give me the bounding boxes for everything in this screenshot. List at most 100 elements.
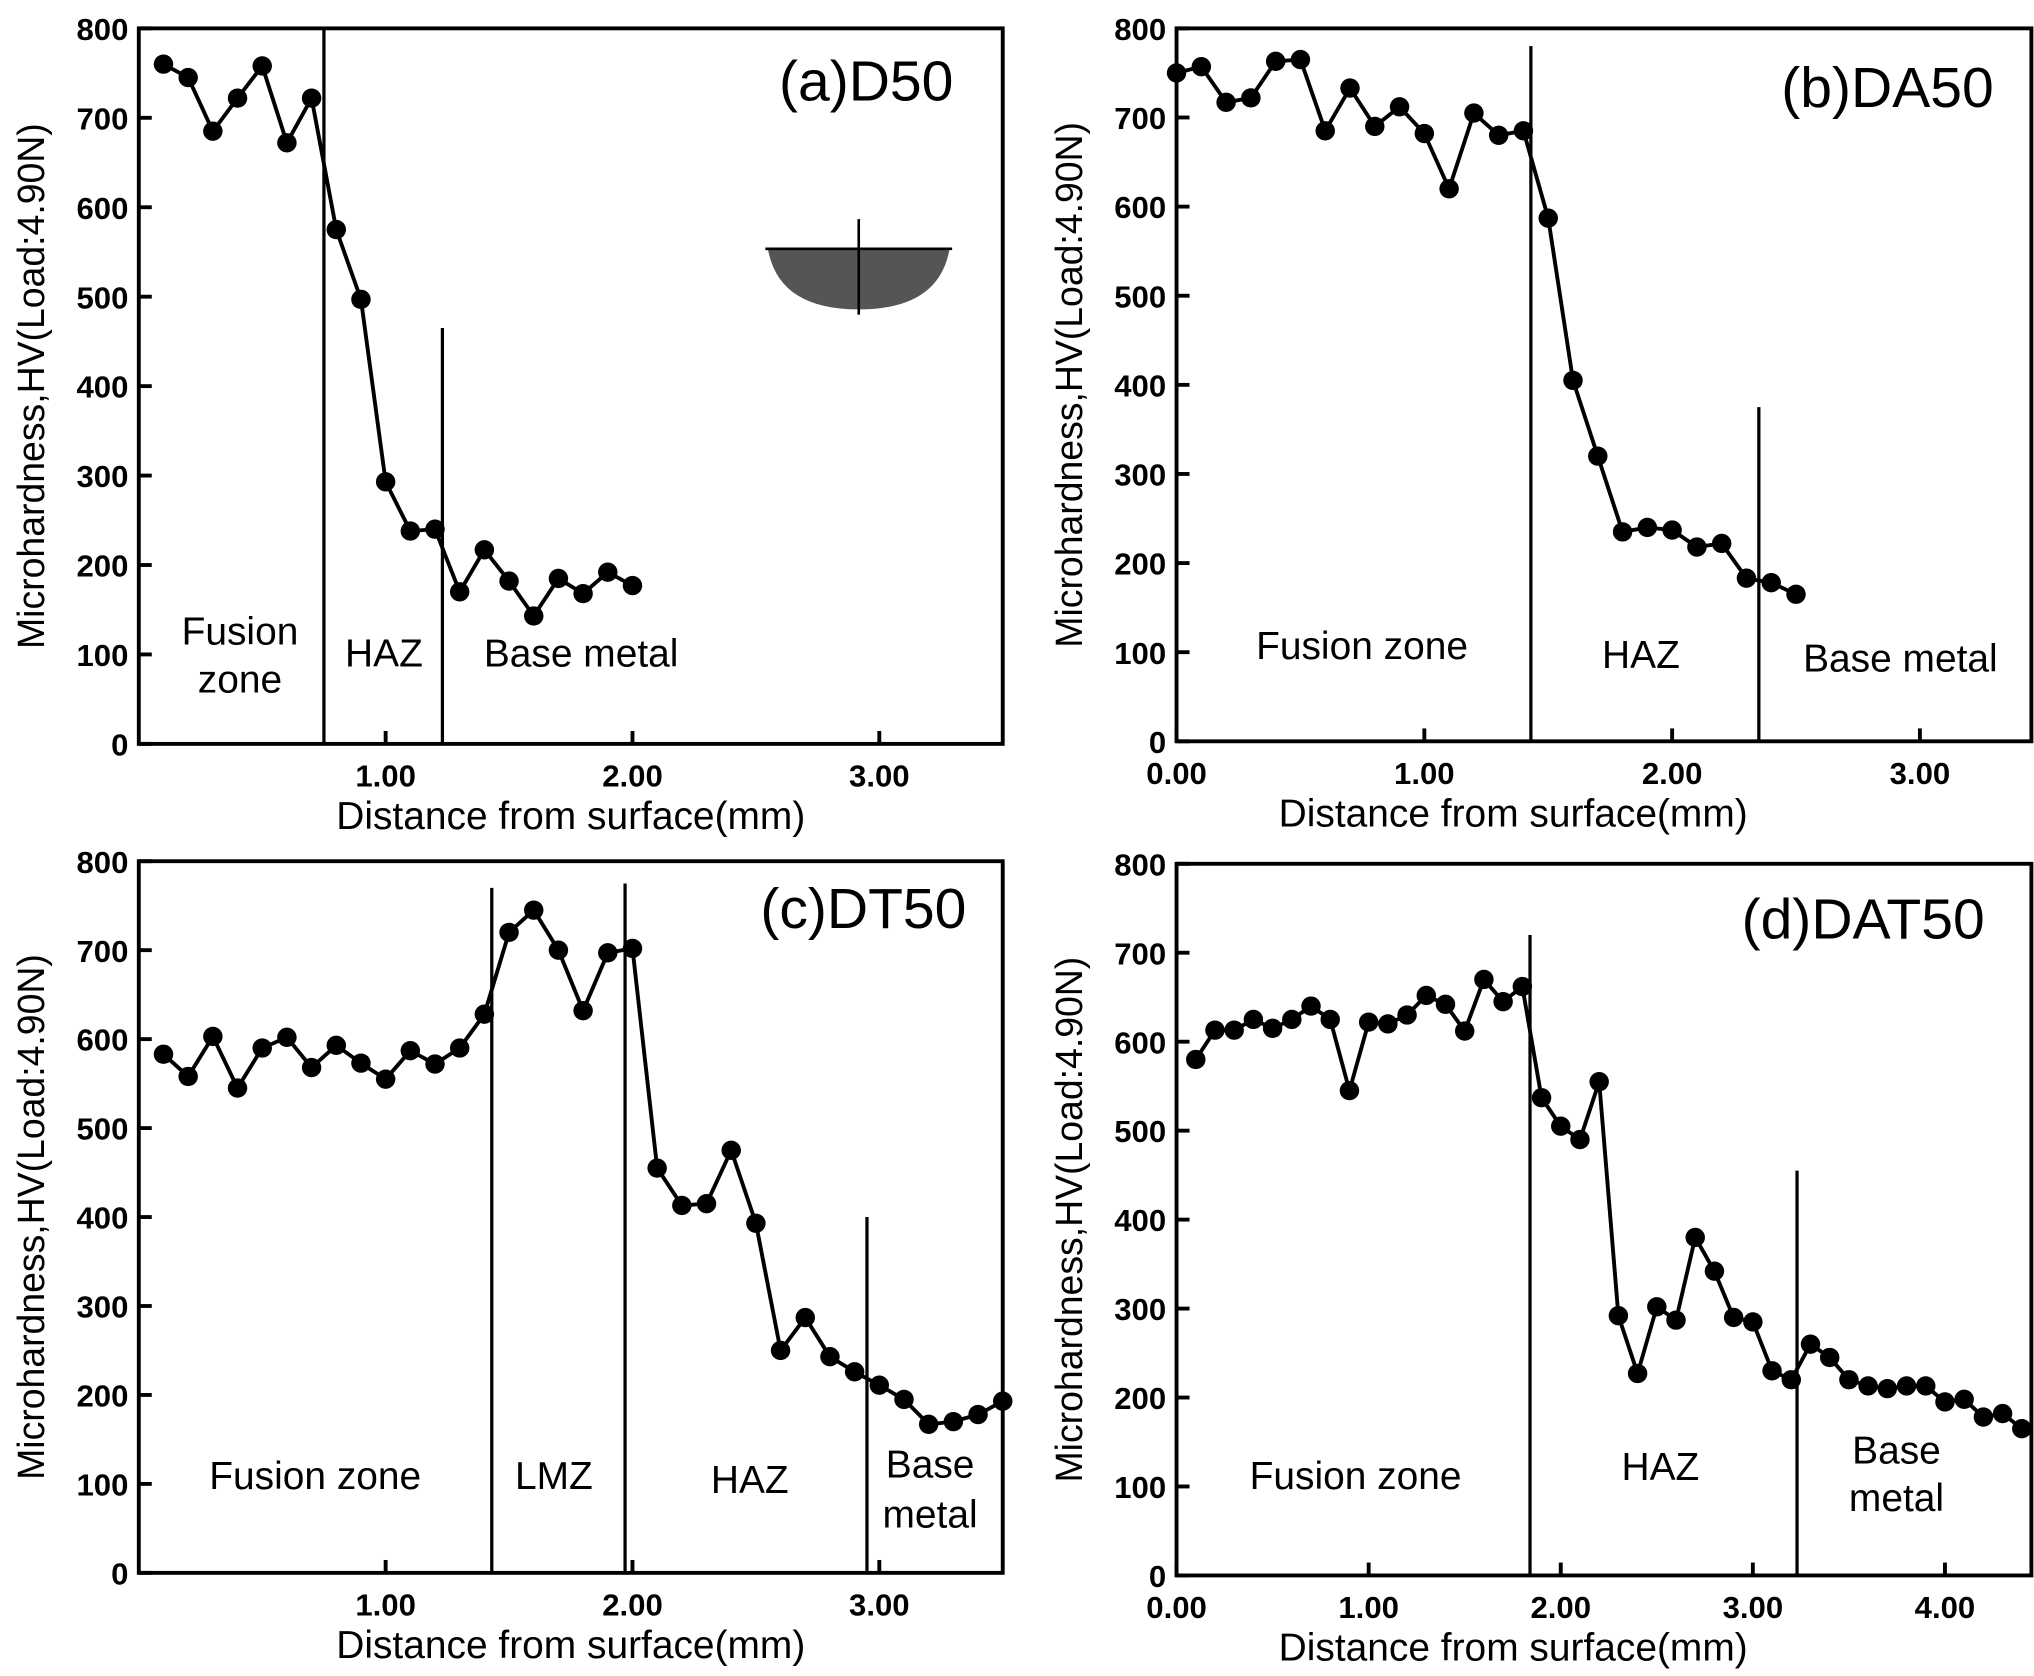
data-point <box>1389 97 1410 117</box>
panel-title: (c)DT50 <box>760 877 966 941</box>
data-point <box>573 1000 593 1021</box>
data-point <box>351 289 371 310</box>
data-point <box>203 121 223 141</box>
data-point <box>1339 1080 1360 1101</box>
data-point <box>1243 1009 1264 1030</box>
y-tick-label: 700 <box>77 101 129 136</box>
y-tick-label: 200 <box>1114 1381 1166 1416</box>
data-point <box>1340 78 1360 98</box>
data-point <box>1954 1389 1974 1409</box>
data-point <box>1454 1021 1475 1041</box>
data-point <box>1513 121 1534 141</box>
y-tick-label: 800 <box>77 12 129 47</box>
y-axis-label: Microhardness,HV(Load:4.90N) <box>1048 957 1090 1483</box>
data-point <box>474 1004 495 1024</box>
panel: 0 100 200 300 400 500 600 700 800 0.00 1.00 2.00 3.0… <box>1048 847 2034 1670</box>
data-point <box>252 1038 272 1058</box>
y-tick-label: 800 <box>1114 847 1166 882</box>
data-point <box>1685 1227 1705 1248</box>
x-tick-label: 3.00 <box>1723 1590 1784 1625</box>
data-point <box>425 1054 445 1074</box>
data-point <box>1711 533 1732 554</box>
x-tick-label: 3.00 <box>849 759 910 794</box>
y-tick-label: 300 <box>1114 458 1166 493</box>
data-point <box>1186 1049 1206 1070</box>
data-point <box>1397 1005 1417 1025</box>
x-tick-label: 1.00 <box>1394 756 1455 791</box>
data-point <box>647 1158 667 1178</box>
panel-title: (d)DAT50 <box>1742 888 1985 952</box>
data-point <box>1743 1312 1763 1332</box>
zone-label: Base metal <box>1803 638 1998 681</box>
data-point <box>1589 1072 1609 1092</box>
x-tick-label: 2.00 <box>602 759 663 794</box>
data-point <box>153 54 174 74</box>
data-point <box>351 1053 371 1073</box>
data-point <box>696 1194 717 1214</box>
x-axis-label: Distance from surface(mm) <box>1279 793 1748 836</box>
data-point <box>1224 1020 1244 1040</box>
panel-title: (b)DA50 <box>1781 56 1993 120</box>
data-point <box>425 519 445 539</box>
data-point <box>1538 208 1558 228</box>
data-point <box>178 67 198 88</box>
data-point <box>1858 1376 1878 1396</box>
data-point <box>153 1044 174 1064</box>
x-axis-label: Distance from surface(mm) <box>336 1624 805 1667</box>
data-point <box>820 1347 840 1367</box>
data-point <box>400 1041 421 1061</box>
data-point <box>1762 1361 1782 1381</box>
data-point <box>1992 1403 2013 1424</box>
x-tick-label: 0.00 <box>1146 1590 1207 1625</box>
x-axis-label: Distance from surface(mm) <box>1279 1627 1748 1670</box>
data-point <box>1464 103 1484 123</box>
data-point <box>1315 121 1335 141</box>
zone-label: Base <box>886 1444 975 1487</box>
zone-label: HAZ <box>711 1459 789 1502</box>
panel-title: (a)D50 <box>779 50 953 114</box>
data-point <box>326 1035 346 1056</box>
zone-label: LMZ <box>515 1455 593 1498</box>
y-tick-label: 700 <box>1114 101 1166 136</box>
data-point <box>375 472 396 492</box>
data-point <box>1761 573 1781 593</box>
data-point <box>622 938 643 959</box>
data-point <box>1301 996 1321 1016</box>
y-tick-label: 700 <box>77 934 129 969</box>
data-point <box>943 1411 964 1432</box>
data-point <box>1877 1378 1898 1399</box>
x-tick-label: 3.00 <box>1890 756 1951 791</box>
zone-label: Base <box>1852 1429 1941 1472</box>
data-point <box>1166 63 1187 83</box>
data-point <box>1265 51 1286 72</box>
y-axis-label: Microhardness,HV(Load:4.90N) <box>10 123 52 649</box>
data-point <box>894 1389 914 1410</box>
y-tick-label: 600 <box>1114 190 1166 225</box>
x-tick-label: 4.00 <box>1915 1590 1976 1625</box>
data-point <box>499 571 519 591</box>
data-point <box>178 1066 198 1087</box>
data-point <box>227 1078 248 1098</box>
data-point <box>721 1140 741 1160</box>
data-point <box>1416 985 1437 1006</box>
y-tick-label: 600 <box>77 1023 129 1058</box>
y-tick-label: 100 <box>77 1468 129 1503</box>
data-point <box>968 1404 988 1425</box>
data-point <box>277 1027 297 1048</box>
y-tick-label: 500 <box>1114 279 1166 314</box>
data-point <box>1819 1347 1840 1368</box>
data-point <box>1704 1261 1725 1281</box>
data-point <box>1627 1363 1648 1384</box>
data-point <box>1935 1392 1955 1412</box>
data-point <box>203 1026 223 1047</box>
data-point <box>598 562 618 582</box>
y-tick-label: 200 <box>77 549 129 584</box>
data-point <box>1262 1018 1283 1039</box>
data-point <box>375 1069 396 1089</box>
x-tick-label: 1.00 <box>1338 1590 1399 1625</box>
data-point <box>1637 517 1658 538</box>
data-point <box>524 606 544 626</box>
data-point <box>227 88 248 108</box>
